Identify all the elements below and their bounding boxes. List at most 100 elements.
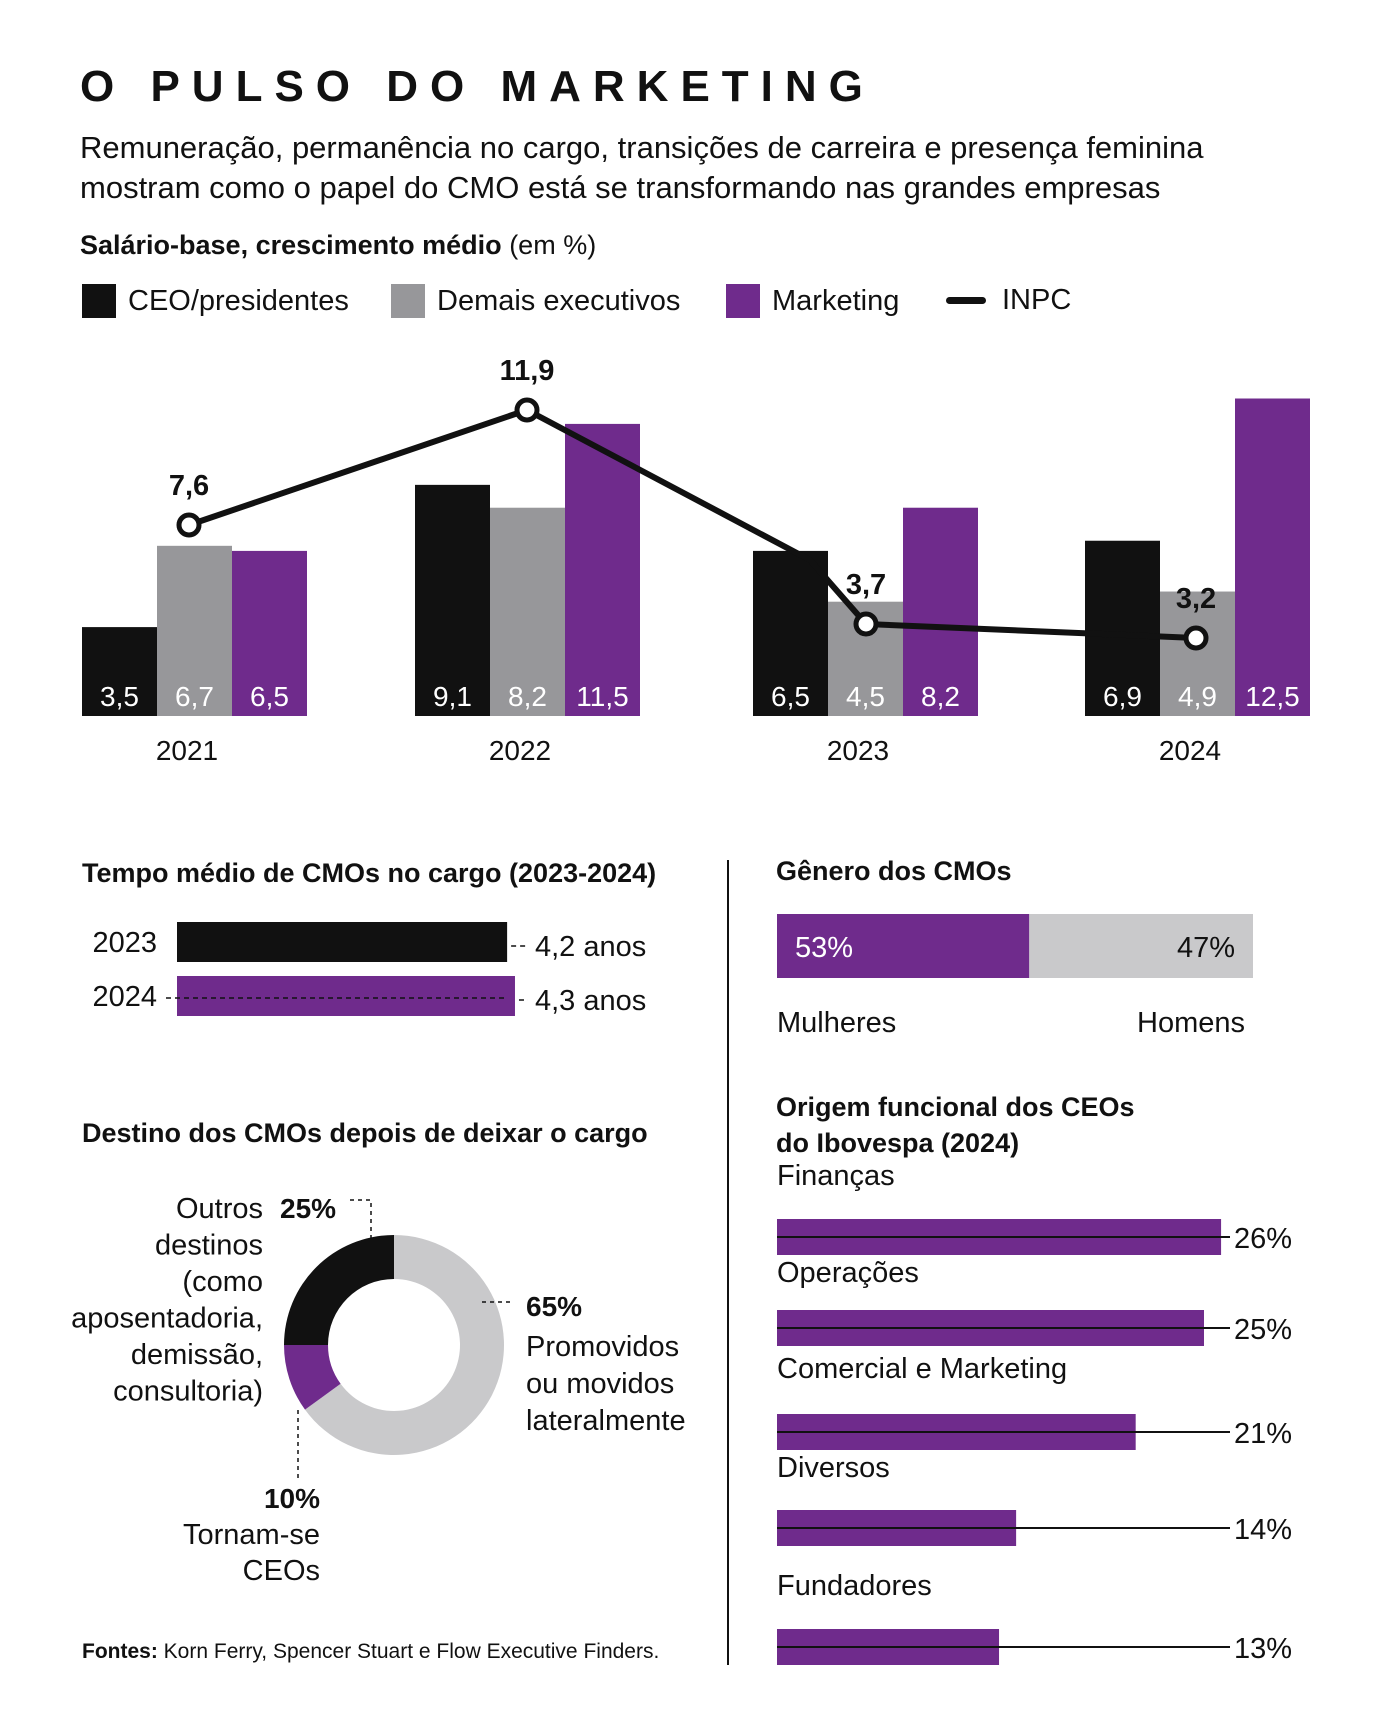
donut-slice-label: destinos xyxy=(155,1230,263,1262)
donut-slice-2 xyxy=(284,1345,341,1410)
tenure-bar-chart: 2023 4,2 anos 2024 4,3 anos xyxy=(92,922,646,1017)
legend-item-inpc: INPC xyxy=(946,284,1071,317)
donut-slice-label: Outros xyxy=(176,1193,263,1225)
bar-2022-1 xyxy=(415,484,490,716)
bar-value-label: 6,7 xyxy=(175,681,214,712)
salary-chart-title-bold: Salário-base, crescimento médio xyxy=(80,230,502,260)
tenure-year-label: 2024 xyxy=(92,981,157,1013)
bar-2022-3 xyxy=(565,423,640,716)
bar-2023-3 xyxy=(903,507,978,716)
donut-leader-line xyxy=(350,1199,372,1240)
inpc-value-label: 11,9 xyxy=(500,355,555,387)
bar-value-label: 8,2 xyxy=(921,681,960,712)
legend-swatch-demais xyxy=(391,284,425,318)
donut-pct-label: 65% xyxy=(526,1291,582,1322)
legend-label-marketing: Marketing xyxy=(772,284,900,317)
bar-2024-3 xyxy=(1235,398,1310,716)
genero-chart-title: Gênero dos CMOs xyxy=(776,856,1012,886)
origem-category-label: Finanças xyxy=(777,1160,895,1192)
inpc-value-label: 3,2 xyxy=(1176,583,1216,615)
tenure-year-label: 2023 xyxy=(92,927,157,959)
sources-footer: Fontes: Korn Ferry, Spencer Stuart e Flo… xyxy=(82,1640,659,1664)
legend-item-marketing: Marketing xyxy=(726,284,899,318)
tenure-value-label: 4,3 anos xyxy=(535,985,646,1017)
legend-line-inpc xyxy=(946,297,986,304)
origem-category-label: Operações xyxy=(777,1257,919,1289)
bar-2023-1 xyxy=(753,550,828,716)
donut-slice-3 xyxy=(284,1235,394,1345)
donut-slice-label: lateralmente xyxy=(526,1405,686,1437)
origem-chart-title-line1: Origem funcional dos CEOs xyxy=(776,1092,1135,1122)
donut-slice-label: consultoria) xyxy=(113,1376,263,1408)
genero-stacked-bar: 53% Mulheres 47% Homens xyxy=(777,914,1253,1039)
tenure-bar-2023 xyxy=(177,922,508,962)
x-tick-label: 2021 xyxy=(156,735,218,766)
bar-value-label: 6,5 xyxy=(250,681,289,712)
bar-value-label: 11,5 xyxy=(576,681,628,712)
inpc-point xyxy=(1183,625,1209,651)
legend-swatch-marketing xyxy=(726,284,760,318)
donut-pct-label: 25% xyxy=(280,1193,336,1224)
inpc-point xyxy=(514,397,540,423)
genero-name-label: Homens xyxy=(1137,1007,1245,1039)
origem-chart-title-line2: do Ibovespa (2024) xyxy=(776,1128,1020,1158)
bar-value-label: 12,5 xyxy=(1245,681,1300,712)
bar-value-label: 6,5 xyxy=(771,681,810,712)
donut-slice-1 xyxy=(305,1235,504,1455)
donut-slice-label: Tornam-se xyxy=(183,1519,320,1551)
x-tick-label: 2024 xyxy=(1159,735,1221,766)
genero-name-label: Mulheres xyxy=(777,1007,896,1039)
bar-value-label: 4,9 xyxy=(1178,681,1217,712)
donut-slice-label: aposentadoria, xyxy=(71,1303,263,1335)
bar-value-label: 4,5 xyxy=(846,681,885,712)
donut-slice-label: CEOs xyxy=(243,1555,320,1587)
origem-category-label: Fundadores xyxy=(777,1570,932,1602)
origem-value-label: 13% xyxy=(1234,1633,1292,1665)
inpc-line xyxy=(188,407,1197,641)
bar-value-label: 9,1 xyxy=(433,681,472,712)
bar-value-label: 8,2 xyxy=(508,681,547,712)
bar-2024-1 xyxy=(1085,540,1160,716)
origem-value-label: 25% xyxy=(1234,1314,1292,1346)
origem-category-label: Comercial e Marketing xyxy=(777,1353,1067,1385)
inpc-point xyxy=(853,611,879,637)
origem-value-label: 26% xyxy=(1234,1223,1292,1255)
origem-value-label: 21% xyxy=(1234,1418,1292,1450)
x-tick-label: 2022 xyxy=(489,735,551,766)
destino-chart-title: Destino dos CMOs depois de deixar o carg… xyxy=(82,1118,648,1148)
genero-pct-label: 53% xyxy=(795,932,853,964)
donut-slice-label: demissão, xyxy=(131,1339,263,1371)
inpc-value-label: 7,6 xyxy=(169,470,209,502)
x-tick-label: 2023 xyxy=(827,735,889,766)
origem-bar-chart: Finanças 26% Operações 25% Comercial e Marke… xyxy=(777,1160,1292,1665)
sources-text: Korn Ferry, Spencer Stuart e Flow Execut… xyxy=(163,1640,660,1663)
bar-2022-2 xyxy=(490,507,565,716)
legend-swatch-ceo xyxy=(82,284,116,318)
page-subtitle: Remuneração, permanência no cargo, trans… xyxy=(80,130,1204,205)
genero-segment-1 xyxy=(777,914,1030,978)
destino-donut-chart: 65% Promovidos ou movidos lateralmente 10% To… xyxy=(71,1193,685,1587)
inpc-point xyxy=(176,512,202,538)
tenure-value-label: 4,2 anos xyxy=(535,931,646,963)
sources-label: Fontes: xyxy=(82,1640,158,1663)
legend-label-inpc: INPC xyxy=(1002,284,1072,316)
bar-2024-2 xyxy=(1160,591,1235,716)
legend-item-demais: Demais executivos xyxy=(391,284,680,318)
bar-value-label: 3,5 xyxy=(100,681,139,712)
salary-chart-title: Salário-base, crescimento médio (em %) xyxy=(80,230,596,261)
donut-slice-label: (como xyxy=(182,1266,263,1298)
donut-slice-label: ou movidos xyxy=(526,1368,674,1400)
origem-category-label: Diversos xyxy=(777,1452,890,1484)
column-divider xyxy=(727,860,729,1665)
bar-2021-3 xyxy=(232,550,307,716)
bar-2021-1 xyxy=(82,627,157,716)
donut-pct-label: 10% xyxy=(264,1483,320,1514)
legend-item-ceo: CEO/presidentes xyxy=(82,284,349,318)
legend-label-ceo: CEO/presidentes xyxy=(128,284,349,317)
tenure-bar-2024 xyxy=(177,976,515,1016)
tenure-chart-title: Tempo médio de CMOs no cargo (2023-2024) xyxy=(82,858,657,888)
inpc-value-label: 3,7 xyxy=(846,569,886,601)
salary-bar-chart: 3,5 6,7 6,5 2021 9,1 8,2 11,5 2022 6,5 4,5 8,2 2023… xyxy=(82,355,1310,766)
donut-slice-label: Promovidos xyxy=(526,1331,679,1363)
